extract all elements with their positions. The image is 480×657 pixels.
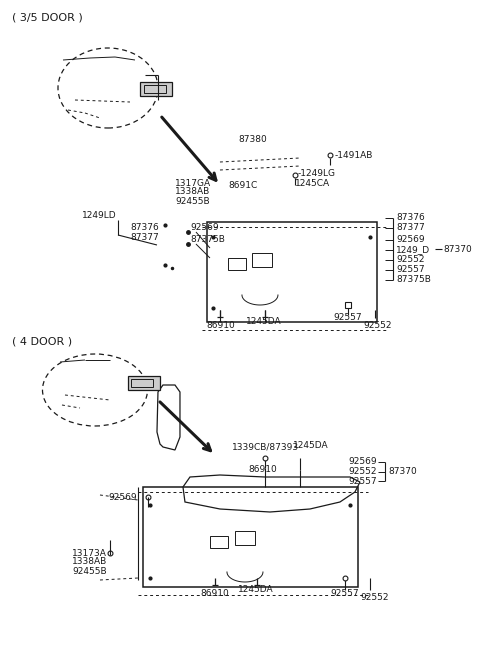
Text: 87375B: 87375B <box>396 275 431 284</box>
Bar <box>252 253 272 267</box>
Text: 92552: 92552 <box>363 321 392 330</box>
Text: 92552: 92552 <box>360 593 388 602</box>
Text: 1338AB: 1338AB <box>72 558 107 566</box>
Bar <box>144 85 166 93</box>
Bar <box>140 82 172 96</box>
Text: 87376: 87376 <box>130 223 159 233</box>
Text: 8691C: 8691C <box>228 181 257 189</box>
Text: 86910: 86910 <box>206 321 235 330</box>
Bar <box>143 487 358 587</box>
Text: 1249_D: 1249_D <box>396 246 430 254</box>
Bar <box>131 379 153 387</box>
Bar <box>207 222 377 322</box>
Text: 87370: 87370 <box>443 244 472 254</box>
Bar <box>235 531 255 545</box>
Text: 92569: 92569 <box>396 235 425 244</box>
Text: -1249LG: -1249LG <box>298 168 336 177</box>
Text: 87377: 87377 <box>396 223 425 233</box>
Text: 92569: 92569 <box>108 493 137 501</box>
Text: ( 3/5 DOOR ): ( 3/5 DOOR ) <box>12 13 83 23</box>
Text: 1245DA: 1245DA <box>246 317 282 327</box>
Text: 87375B: 87375B <box>190 235 225 244</box>
Text: 13173A: 13173A <box>72 549 107 558</box>
Text: 92557: 92557 <box>396 265 425 275</box>
Text: 92552: 92552 <box>396 256 424 265</box>
Text: 1339CB/87393: 1339CB/87393 <box>232 443 299 451</box>
Text: 1245CA: 1245CA <box>295 179 330 187</box>
Bar <box>345 302 351 308</box>
Text: 92557: 92557 <box>333 313 361 321</box>
Text: 1249LD: 1249LD <box>82 210 117 219</box>
Text: 92557: 92557 <box>330 589 359 597</box>
Bar <box>128 376 160 390</box>
Text: 87380: 87380 <box>238 135 267 145</box>
Text: 1338AB: 1338AB <box>175 187 210 196</box>
Text: 92569: 92569 <box>190 223 218 233</box>
Text: 87370: 87370 <box>388 466 417 476</box>
Text: 87376: 87376 <box>396 214 425 223</box>
Text: 86910: 86910 <box>248 466 276 474</box>
Text: 92455B: 92455B <box>175 196 210 206</box>
Text: 86910: 86910 <box>200 589 228 597</box>
Text: ( 4 DOOR ): ( 4 DOOR ) <box>12 337 72 347</box>
Text: 92557: 92557 <box>348 476 377 486</box>
Bar <box>228 258 246 270</box>
Text: -1491AB: -1491AB <box>335 150 373 160</box>
Text: 92569: 92569 <box>348 457 377 466</box>
Text: 87377: 87377 <box>130 233 159 242</box>
Bar <box>210 536 228 548</box>
Text: 1317GA: 1317GA <box>175 179 211 187</box>
Text: 92552: 92552 <box>348 468 376 476</box>
Text: 1245DA: 1245DA <box>238 585 274 595</box>
Text: 1245DA: 1245DA <box>293 440 329 449</box>
Text: 92455B: 92455B <box>72 566 107 576</box>
